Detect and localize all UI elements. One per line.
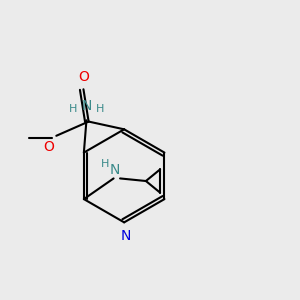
Text: N: N: [120, 229, 130, 243]
Text: H: H: [96, 104, 104, 114]
Text: N: N: [81, 98, 92, 112]
Text: N: N: [110, 163, 120, 177]
Text: H: H: [101, 159, 110, 170]
Text: O: O: [43, 140, 54, 154]
Text: O: O: [79, 70, 89, 84]
Text: H: H: [69, 104, 77, 114]
